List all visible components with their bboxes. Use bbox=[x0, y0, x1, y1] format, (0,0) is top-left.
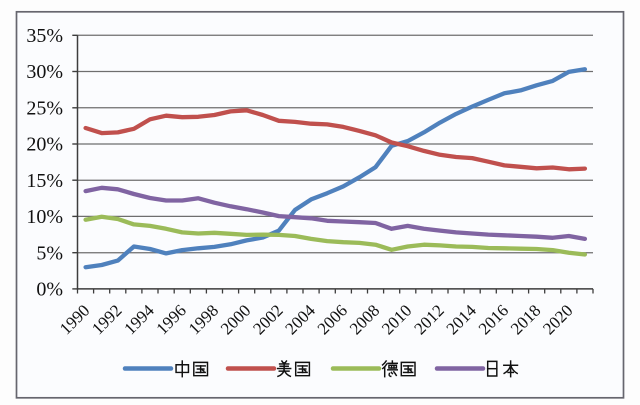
svg-text:10%: 10% bbox=[26, 206, 63, 228]
svg-text:5%: 5% bbox=[36, 242, 63, 264]
svg-text:20%: 20% bbox=[26, 134, 63, 156]
svg-text:15%: 15% bbox=[26, 170, 63, 192]
svg-text:25%: 25% bbox=[26, 97, 63, 119]
svg-text:30%: 30% bbox=[26, 61, 63, 83]
svg-text:35%: 35% bbox=[26, 25, 63, 47]
svg-text:0%: 0% bbox=[36, 279, 63, 301]
